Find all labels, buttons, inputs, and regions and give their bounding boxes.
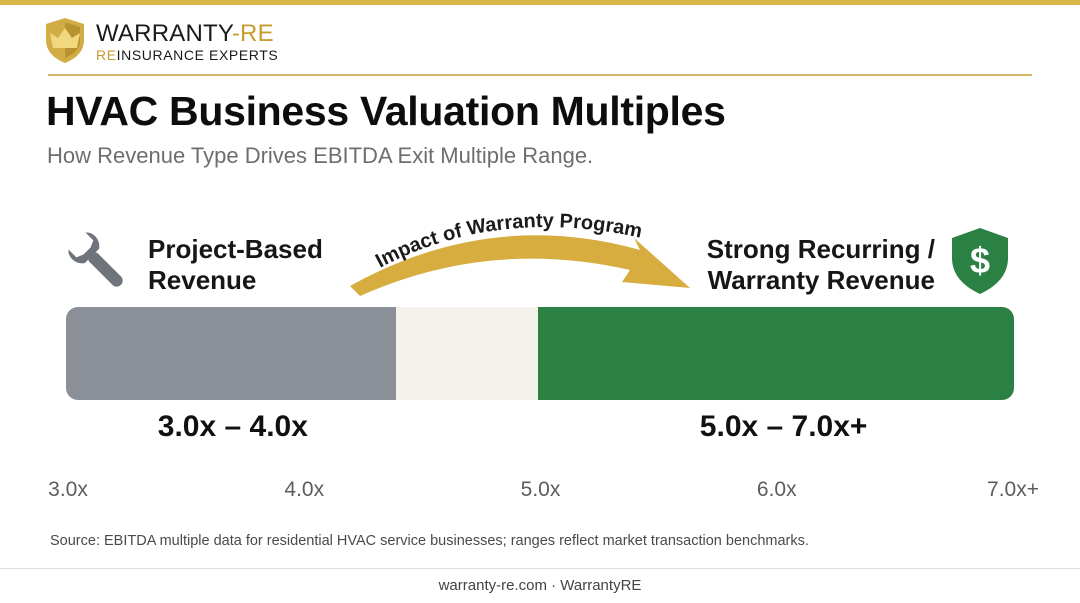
- range-gap-bar: [395, 307, 539, 400]
- project-based-label-line1: Project-Based: [148, 234, 323, 264]
- shield-logo-icon: [46, 18, 84, 63]
- footer-divider: [0, 568, 1080, 569]
- brand-name-separator: -: [231, 20, 241, 47]
- brand-name: WARRANTY-RE: [96, 20, 274, 48]
- recurring-revenue-label-line2: Warranty Revenue: [707, 265, 935, 295]
- x-axis-tick-label: 3.0x: [48, 478, 88, 501]
- page-subtitle: How Revenue Type Drives EBITDA Exit Mult…: [47, 143, 594, 168]
- brand-tagline-rest: INSURANCE EXPERTS: [116, 47, 279, 63]
- project-based-range-bar: [66, 307, 396, 400]
- x-axis-tick-label: 5.0x: [520, 478, 561, 501]
- x-axis-tick-label: 7.0x+: [987, 478, 1039, 501]
- source-note: Source: EBITDA multiple data for residen…: [50, 533, 809, 549]
- header-divider: [48, 74, 1032, 76]
- warranty-impact-arrow: Impact of Warranty Program: [350, 210, 690, 296]
- recurring-range-label: 5.0x – 7.0x+: [699, 410, 868, 443]
- brand-name-re: RE: [240, 20, 274, 47]
- top-accent-rule: [0, 0, 1080, 5]
- footer-link[interactable]: warranty-re.com · WarrantyRE: [438, 577, 642, 594]
- dollar-shield-icon: $: [952, 228, 1008, 294]
- page-title: HVAC Business Valuation Multiples: [46, 88, 726, 134]
- brand-logo[interactable]: WARRANTY-RE REINSURANCE EXPERTS: [44, 16, 284, 66]
- brand-name-main: WARRANTY: [96, 20, 232, 47]
- brand-tagline: REINSURANCE EXPERTS: [96, 47, 278, 63]
- svg-text:$: $: [970, 240, 990, 281]
- project-based-label-line2: Revenue: [148, 265, 257, 295]
- x-axis-tick-label: 6.0x: [756, 478, 797, 501]
- recurring-revenue-label-line1: Strong Recurring /: [706, 234, 935, 264]
- brand-tagline-re: RE: [96, 47, 117, 63]
- project-based-label: Project-Based Revenue: [148, 234, 323, 296]
- recurring-range-bar: [538, 307, 1014, 400]
- wrench-icon: [68, 232, 123, 287]
- multiple-range-bar: [66, 307, 1014, 400]
- recurring-revenue-label: Strong Recurring / Warranty Revenue: [695, 234, 935, 296]
- x-axis-tick-label: 4.0x: [284, 478, 325, 501]
- project-based-range-label: 3.0x – 4.0x: [157, 410, 308, 443]
